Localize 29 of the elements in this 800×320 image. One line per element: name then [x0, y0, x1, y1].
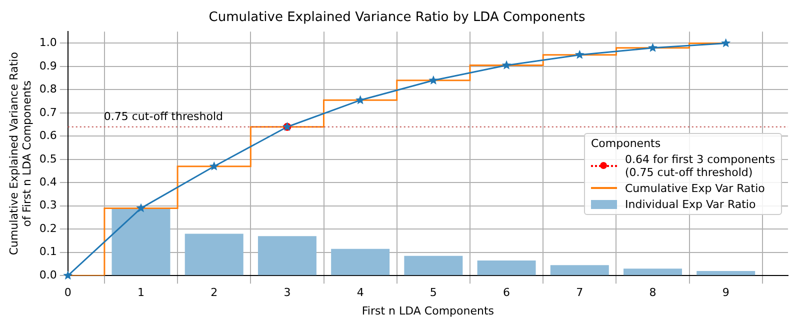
y-tick-label: 0.1 — [39, 245, 57, 258]
x-tick-label: 6 — [503, 286, 510, 300]
y-tick-label: 1.0 — [39, 36, 57, 50]
legend-label: Individual Exp Var Ratio — [625, 198, 756, 211]
y-tick-label: 0.0 — [39, 268, 57, 282]
legend-label: 0.64 for first 3 components (0.75 cut-off threshold) — [625, 152, 776, 179]
x-tick-label: 2 — [210, 286, 218, 300]
y-tick-label: 0.2 — [39, 222, 57, 235]
x-tick-label: 4 — [356, 286, 364, 300]
y-tick-label: 0.4 — [39, 176, 57, 189]
chart-title: Cumulative Explained Variance Ratio by LDA Components — [208, 10, 586, 26]
y-tick-label: 0.5 — [39, 152, 57, 166]
x-tick-label: 8 — [649, 286, 656, 300]
y-axis-title: Cumulative Explained Variance Ratio of First n LDA Components — [7, 52, 34, 256]
legend-label: Cumulative Exp Var Ratio — [625, 182, 765, 195]
ref-line-label: 0.75 cut-off threshold — [104, 110, 224, 124]
legend-title: Components — [591, 136, 662, 150]
x-tick-label: 0 — [64, 286, 72, 300]
y-tick-label: 0.8 — [39, 82, 57, 96]
x-tick-label: 7 — [576, 286, 584, 300]
x-tick-label: 9 — [722, 286, 730, 300]
y-tick-label: 0.3 — [39, 198, 57, 212]
y-tick-label: 0.7 — [39, 106, 57, 119]
y-tick-label: 0.6 — [39, 129, 57, 142]
x-tick-label: 1 — [138, 286, 144, 300]
x-tick-label: 5 — [430, 286, 437, 300]
y-tick-label: 0.9 — [39, 59, 57, 72]
x-tick-label: 3 — [284, 286, 291, 300]
x-axis-title: First n LDA Components — [362, 304, 494, 318]
